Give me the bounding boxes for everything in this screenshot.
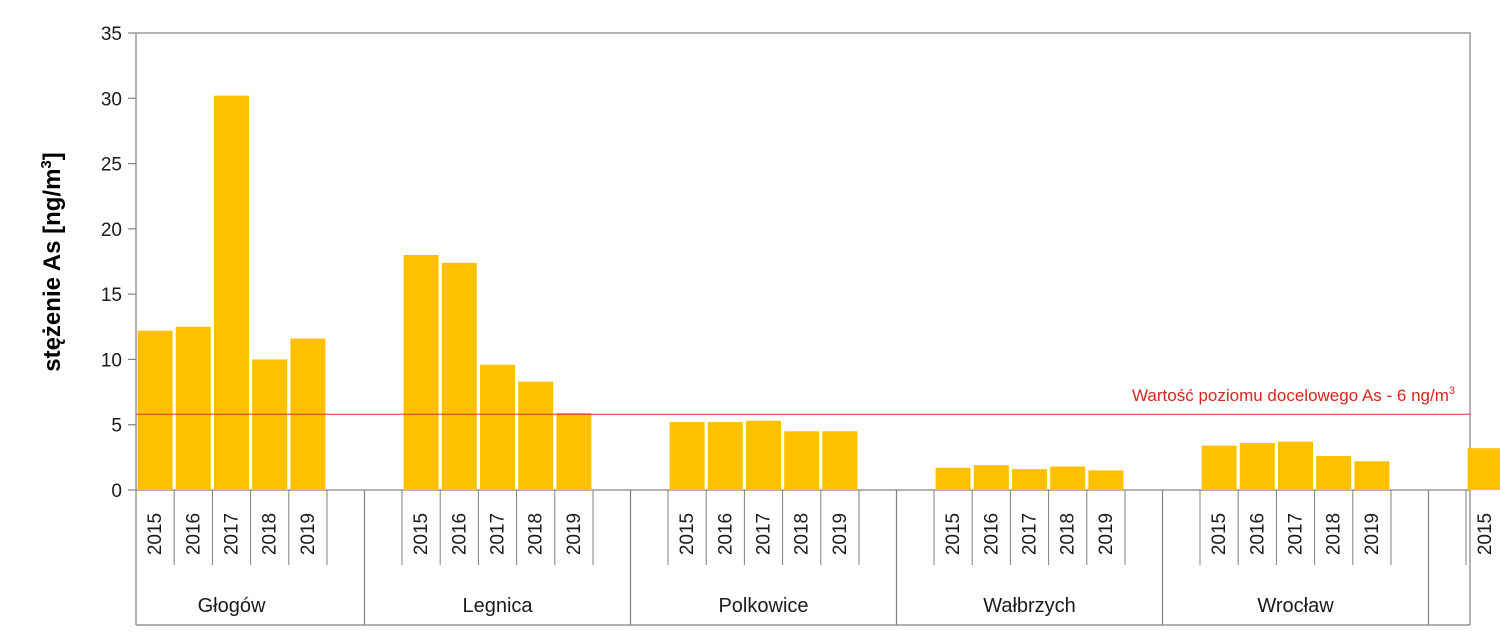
year-label-0-3: 2018 <box>260 513 281 555</box>
group-label-2: Polkowice <box>718 595 808 617</box>
bar-0-1 <box>175 326 211 490</box>
year-label-3-3: 2018 <box>1058 513 1079 555</box>
reference-line-label-text: Wartość poziomu docelowego As - 6 ng/m <box>1132 386 1449 405</box>
year-label-0-1: 2016 <box>183 513 204 555</box>
year-label-0-2: 2017 <box>222 513 243 555</box>
group-label-4: Wrocław <box>1257 595 1334 617</box>
y-axis-label-text: stężenie As [ng/m <box>39 169 66 372</box>
y-tick-label-7: 35 <box>101 24 122 45</box>
bar-1-1 <box>441 262 477 490</box>
year-label-1-4: 2019 <box>564 513 585 555</box>
x-axis: 2015 2016 2017 2018 2019 Głogów 2015 2016 2017 20… <box>135 490 1496 626</box>
y-tick-label-4: 20 <box>101 220 122 241</box>
bar-3-2 <box>1012 469 1047 490</box>
reference-line-group: Wartość poziomu docelowego As - 6 ng/m3 <box>136 385 1470 415</box>
reference-line-label-sup: 3 <box>1449 385 1455 397</box>
plot-border <box>135 32 1471 491</box>
bar-2-2 <box>746 420 781 490</box>
year-label-4-4: 2019 <box>1362 513 1383 555</box>
year-label-2-2: 2017 <box>754 513 775 555</box>
year-label-0-0: 2015 <box>145 513 166 555</box>
year-label-4-2: 2017 <box>1286 513 1307 555</box>
bar-4-1 <box>1239 442 1275 490</box>
bar-3-0 <box>935 467 971 490</box>
y-tick-label-3: 15 <box>101 285 122 306</box>
group-label-3: Wałbrzych <box>983 595 1076 617</box>
y-tick-label-5: 25 <box>101 155 122 176</box>
bar-0-3 <box>252 359 288 490</box>
bars <box>137 95 1500 490</box>
bar-2-0 <box>669 422 705 490</box>
year-label-2-4: 2019 <box>830 513 851 555</box>
year-label-0-4: 2019 <box>298 513 319 555</box>
bar-1-2 <box>480 364 515 490</box>
year-label-1-0: 2015 <box>411 513 432 555</box>
year-label-5-0: 2015 <box>1475 513 1496 555</box>
year-label-1-1: 2016 <box>449 513 470 555</box>
bar-4-2 <box>1278 441 1313 490</box>
group-label-0: Głogów <box>198 595 266 617</box>
bar-0-2 <box>214 95 249 490</box>
y-axis-label-sup: 3 <box>38 160 55 168</box>
y-axis: 0 5 10 15 20 25 30 35 <box>101 24 136 502</box>
year-label-2-3: 2018 <box>792 513 813 555</box>
y-tick-label-1: 5 <box>111 416 122 437</box>
group-label-1: Legnica <box>462 595 533 617</box>
bar-2-3 <box>784 431 820 490</box>
year-label-3-2: 2017 <box>1020 513 1041 555</box>
y-axis-label-end: ] <box>39 152 66 160</box>
year-label-1-3: 2018 <box>526 513 547 555</box>
bar-3-3 <box>1050 466 1086 490</box>
bar-5-0 <box>1467 448 1500 490</box>
year-label-2-0: 2015 <box>677 513 698 555</box>
bar-1-4 <box>556 412 592 490</box>
y-tick-label-6: 30 <box>101 89 122 110</box>
bar-1-0 <box>403 254 439 490</box>
bar-1-3 <box>518 381 554 490</box>
bar-2-1 <box>707 422 743 490</box>
year-label-4-3: 2018 <box>1324 513 1345 555</box>
y-axis-label: stężenie As [ng/m3] <box>38 152 66 372</box>
bar-4-4 <box>1354 461 1390 490</box>
plot-frame <box>135 32 1471 491</box>
year-label-3-4: 2019 <box>1096 513 1117 555</box>
year-label-2-1: 2016 <box>715 513 736 555</box>
year-label-4-1: 2016 <box>1247 513 1268 555</box>
bar-3-4 <box>1088 470 1124 490</box>
reference-line-label: Wartość poziomu docelowego As - 6 ng/m3 <box>1132 385 1455 405</box>
year-label-1-2: 2017 <box>488 513 509 555</box>
bar-2-4 <box>822 431 858 490</box>
bar-0-0 <box>137 330 173 490</box>
y-tick-label-2: 10 <box>101 350 122 371</box>
year-label-4-0: 2015 <box>1209 513 1230 555</box>
year-label-3-1: 2016 <box>981 513 1002 555</box>
y-tick-label-0: 0 <box>111 481 122 502</box>
year-label-3-0: 2015 <box>943 513 964 555</box>
bar-4-3 <box>1316 456 1352 490</box>
bar-4-0 <box>1201 445 1237 490</box>
bar-3-1 <box>973 465 1009 490</box>
